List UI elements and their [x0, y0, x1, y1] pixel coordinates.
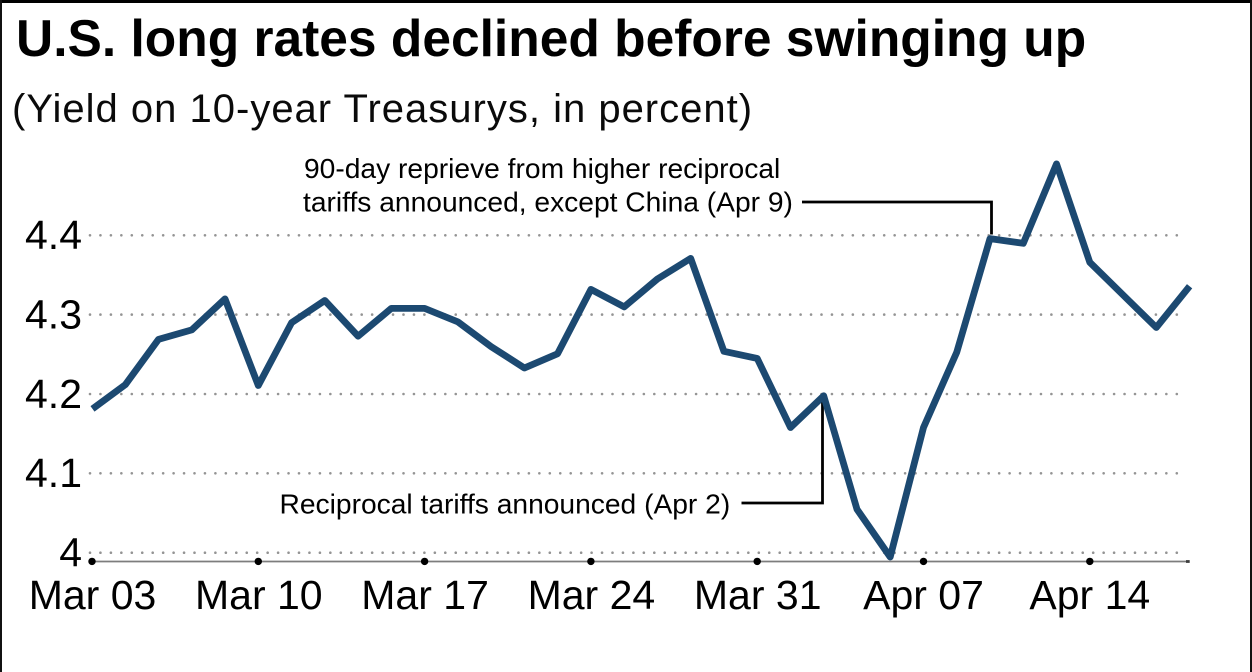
svg-text:Mar 31: Mar 31 — [694, 572, 822, 618]
svg-text:4: 4 — [59, 530, 82, 576]
svg-text:90-day reprieve from higher re: 90-day reprieve from higher reciprocal — [304, 152, 780, 184]
svg-text:Apr 07: Apr 07 — [863, 572, 984, 618]
svg-text:4.3: 4.3 — [25, 292, 82, 338]
svg-text:Mar 24: Mar 24 — [528, 572, 656, 618]
svg-text:tariffs announced, except Chin: tariffs announced, except China (Apr 9) — [303, 186, 793, 218]
svg-text:Mar 17: Mar 17 — [361, 572, 489, 618]
svg-text:4.2: 4.2 — [25, 371, 82, 417]
svg-text:Reciprocal tariffs announced (: Reciprocal tariffs announced (Apr 2) — [280, 487, 731, 519]
svg-text:4.4: 4.4 — [25, 212, 82, 258]
svg-text:Mar 10: Mar 10 — [195, 572, 323, 618]
svg-text:Mar 03: Mar 03 — [29, 572, 157, 618]
svg-text:Apr 14: Apr 14 — [1029, 572, 1150, 618]
svg-text:4.1: 4.1 — [25, 450, 82, 496]
